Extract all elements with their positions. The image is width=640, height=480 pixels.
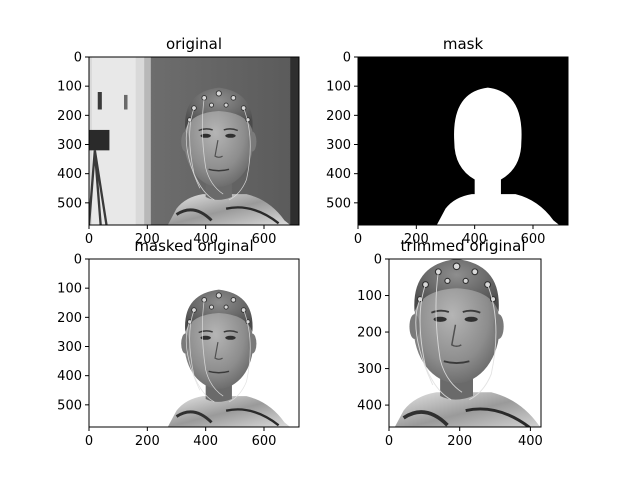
x-tick-label: 200 [135,232,160,247]
y-tick-label: 100 [357,289,382,304]
x-tick-label: 200 [447,434,472,449]
x-tick-label: 200 [404,232,429,247]
y-tick-label: 300 [57,138,82,153]
subplot-masked-original: masked original [88,237,300,428]
y-tick-label: 200 [57,109,82,124]
x-tick-label: 0 [385,434,393,449]
x-tick-label: 400 [518,434,543,449]
subplot-original: original [88,35,300,226]
y-tick-label: 200 [57,311,82,326]
y-tick-label: 100 [57,80,82,95]
image-mask [358,57,568,225]
x-tick-label: 600 [252,434,277,449]
x-tick-label: 200 [135,434,160,449]
y-tick-label: 200 [357,326,382,341]
image-original [89,57,299,225]
axes-frame [88,56,300,226]
y-tick-label: 500 [326,196,351,211]
y-tick-label: 0 [343,51,351,66]
y-tick-label: 100 [57,282,82,297]
image-trimmed-original [389,259,541,427]
subplot-title: trimmed original [400,237,525,255]
x-tick-label: 400 [193,232,218,247]
x-tick-label: 600 [252,232,277,247]
x-tick-label: 400 [193,434,218,449]
y-tick-label: 400 [357,399,382,414]
axes-frame [88,258,300,428]
subplot-title: original [166,35,222,53]
y-tick-label: 0 [74,51,82,66]
subplot-title: masked original [134,237,253,255]
y-tick-label: 500 [57,196,82,211]
x-tick-label: 0 [85,434,93,449]
y-tick-label: 0 [374,253,382,268]
y-tick-label: 400 [57,167,82,182]
y-tick-label: 0 [74,253,82,268]
x-tick-label: 0 [85,232,93,247]
axis-ticks: 0 200 400 600 0 100 200 300 400 500 0 200 400 600 0 100… [57,51,545,450]
x-tick-label: 0 [354,232,362,247]
image-masked-original [89,259,299,427]
y-tick-label: 400 [326,167,351,182]
axes-frame [388,258,542,428]
subplot-mask: mask [357,35,569,226]
axes-frame [357,56,569,226]
y-tick-label: 300 [326,138,351,153]
y-tick-label: 300 [357,362,382,377]
y-tick-label: 300 [57,340,82,355]
subplot-title: mask [443,35,484,53]
y-tick-label: 200 [326,109,351,124]
x-tick-label: 600 [521,232,546,247]
subplot-trimmed-original: trimmed original [388,237,542,428]
y-tick-label: 100 [326,80,351,95]
y-tick-label: 500 [57,398,82,413]
x-tick-label: 400 [462,232,487,247]
y-tick-label: 400 [57,369,82,384]
